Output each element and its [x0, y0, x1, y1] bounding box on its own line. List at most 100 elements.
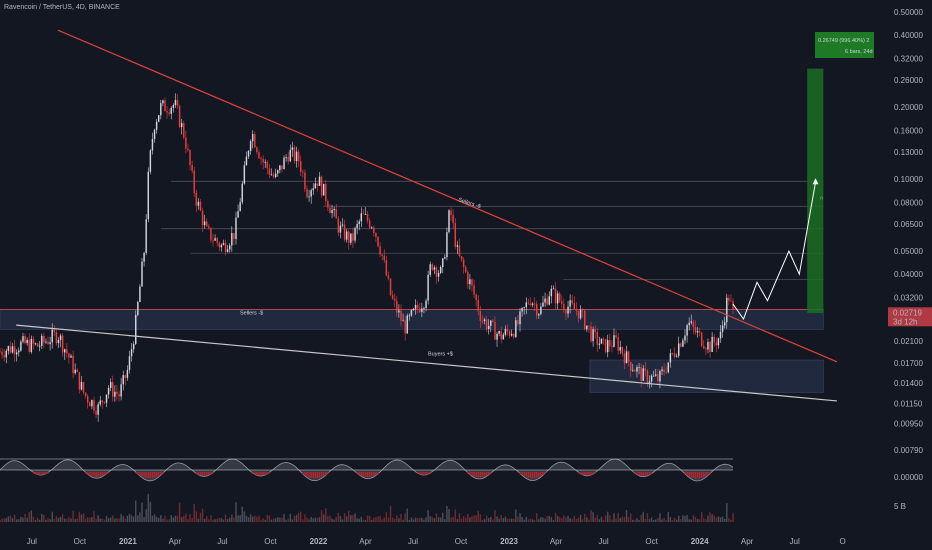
candle-body: [312, 188, 314, 191]
candle-body: [112, 382, 114, 397]
volume-bar: [364, 519, 367, 522]
candle-body: [358, 221, 360, 225]
volume-bar: [648, 519, 651, 522]
candle-body: [490, 320, 492, 326]
candle-body: [157, 115, 160, 122]
volume-bar: [84, 518, 87, 522]
candle-body: [302, 171, 304, 173]
candle-body: [277, 170, 279, 174]
candle-body: [696, 331, 699, 333]
volume-bar: [513, 518, 515, 522]
candle-body: [84, 392, 87, 397]
candle-body: [68, 353, 70, 358]
candle-body: [337, 218, 340, 233]
volume-bar: [661, 519, 663, 522]
volume-bar: [322, 514, 325, 522]
volume-bar: [427, 510, 429, 522]
candle-body: [387, 275, 390, 279]
candle-body: [64, 349, 66, 353]
candle-body: [634, 370, 636, 372]
volume-bar: [231, 514, 233, 522]
volume-bar: [665, 519, 667, 522]
price-axis[interactable]: 0.50000 0.40000 0.32000 0.26000 0.20000 0.160…: [888, 8, 932, 511]
volume-bar: [143, 517, 145, 522]
candle-body: [510, 334, 513, 336]
candle-body: [28, 339, 30, 352]
volume-bar: [130, 515, 133, 522]
candle-body: [402, 320, 404, 322]
time-tick-label: Oct: [74, 537, 87, 546]
candle-body: [314, 183, 317, 189]
volume-bar: [642, 511, 644, 522]
candle-body: [717, 338, 720, 346]
candle-body: [329, 207, 331, 214]
volume-bar: [139, 512, 141, 522]
volume-bar: [408, 519, 411, 522]
price-tick-label: 0.01400: [894, 379, 923, 388]
volume-bar: [368, 515, 371, 522]
volume-bar: [45, 519, 47, 522]
candle-body: [262, 158, 264, 163]
current-price-tag: [888, 307, 932, 327]
chart-title: Ravencoin / TetherUS, 4D, BINANCE: [4, 4, 120, 11]
volume-bar: [600, 516, 603, 522]
volume-bar: [558, 517, 561, 522]
time-axis[interactable]: Jul Oct 2021 Apr Jul Oct 2022 Apr Jul Oct 2023 Apr J…: [27, 537, 846, 546]
volume-bar: [586, 517, 588, 522]
candle-body: [611, 346, 613, 347]
volume-bar: [362, 519, 365, 522]
volume-bar: [155, 516, 158, 522]
candle-body: [281, 165, 283, 170]
candle-body: [425, 300, 427, 309]
time-tick-label: 2024: [691, 537, 709, 546]
candle-body: [596, 332, 599, 345]
candle-body: [266, 161, 269, 169]
volume-bar: [657, 517, 659, 522]
candle-body: [391, 295, 394, 299]
candle-body: [711, 336, 713, 353]
projection-line: [732, 182, 816, 321]
sellers-zone-label: Sellers -$: [240, 310, 263, 316]
volume-bar: [646, 513, 649, 522]
volume-bar: [283, 513, 285, 522]
volume-bar: [527, 519, 530, 522]
candle-body: [565, 310, 567, 314]
candlesticks[interactable]: [0, 93, 734, 422]
volume-bar: [452, 517, 454, 522]
volume-bar: [327, 516, 329, 522]
volume-bar: [285, 519, 287, 522]
candle-body: [694, 326, 697, 333]
volume-bar: [272, 518, 275, 522]
volume-bar: [709, 512, 711, 522]
volume-bar: [107, 518, 110, 522]
volume-bar: [483, 518, 486, 522]
candle-body: [698, 331, 701, 333]
volume-bar: [669, 516, 672, 522]
time-tick-label: O: [840, 537, 846, 546]
candle-body: [289, 149, 292, 162]
candle-body: [306, 189, 308, 198]
candle-body: [176, 100, 179, 106]
candle-body: [114, 391, 116, 397]
candle-body: [400, 310, 402, 321]
target-label-box: [815, 32, 874, 58]
volume-bar: [208, 519, 210, 522]
candle-body: [638, 367, 640, 368]
volume-bar: [141, 502, 143, 522]
candle-body: [183, 123, 185, 138]
candle-body: [379, 246, 381, 255]
volume-bar: [416, 518, 419, 522]
volume-bar: [0, 519, 1, 522]
volume-bar: [258, 515, 260, 522]
candle-body: [663, 369, 665, 373]
candle-body: [166, 111, 168, 113]
volume-bar: [556, 515, 559, 522]
candle-body: [730, 300, 732, 302]
candle-body: [705, 348, 707, 350]
volume-bar: [500, 515, 502, 522]
candle-body: [155, 121, 158, 130]
candle-body: [604, 339, 607, 353]
candle-body: [477, 300, 479, 312]
candle-body: [479, 311, 482, 322]
